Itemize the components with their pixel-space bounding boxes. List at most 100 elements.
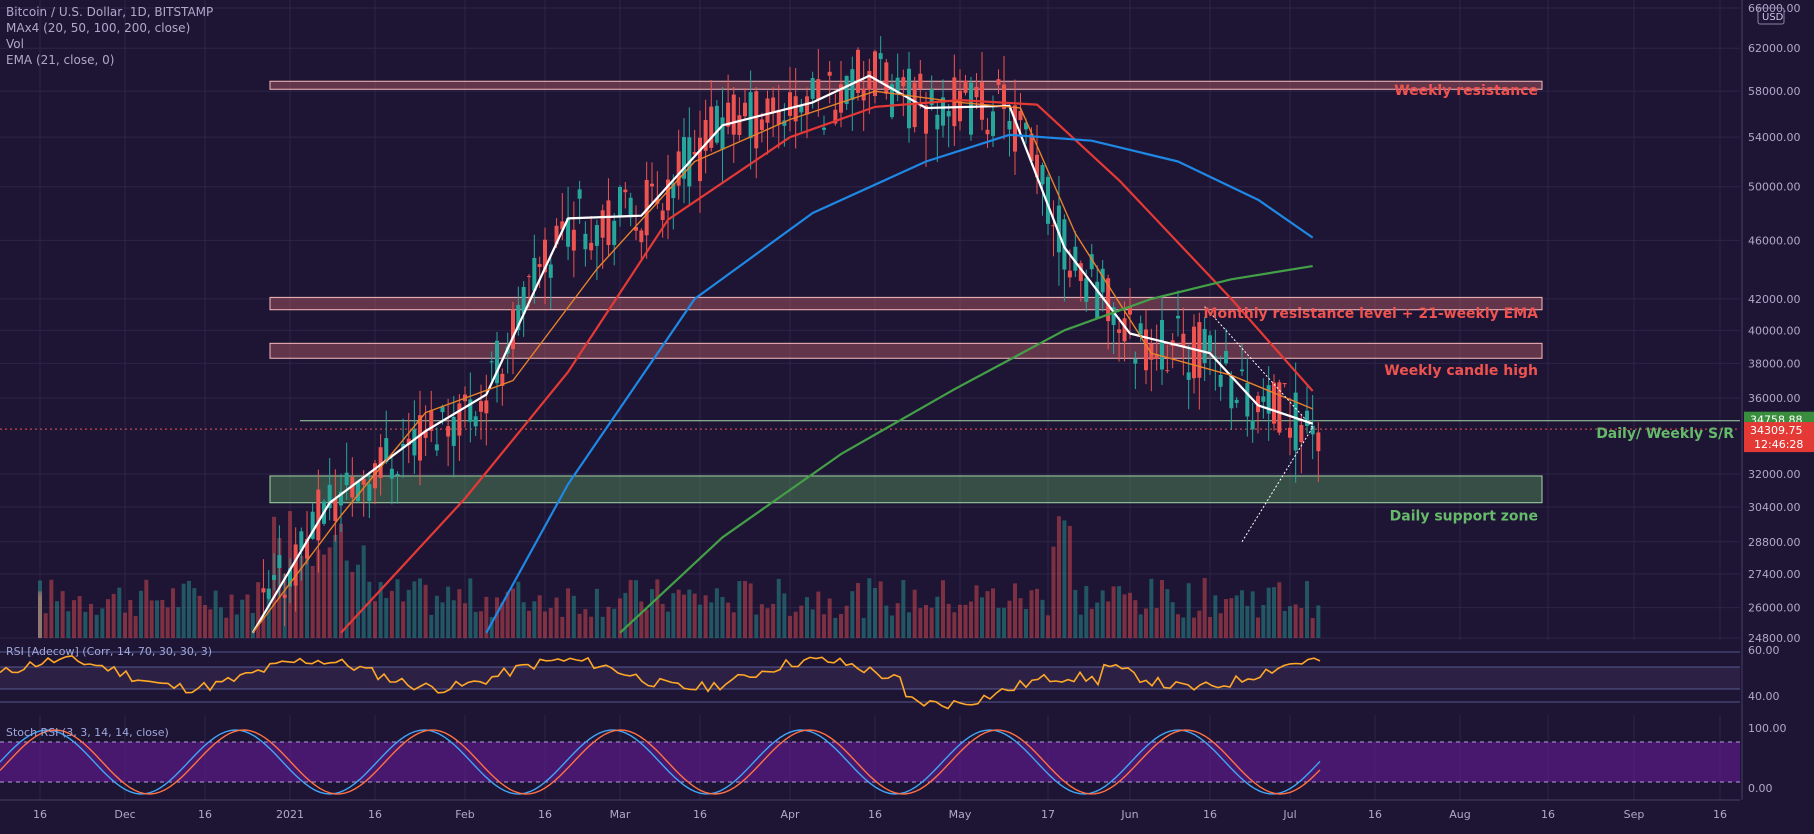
volume-bar: [511, 588, 515, 638]
candle-body: [924, 105, 928, 134]
volume-bar: [748, 583, 753, 638]
volume-bars: [38, 511, 1321, 638]
volume-bar: [55, 601, 59, 638]
candle-body: [1040, 165, 1045, 185]
volume-bar: [958, 604, 962, 638]
volume-bar: [935, 596, 940, 638]
candle-body: [1073, 246, 1078, 271]
candle-body: [1144, 329, 1148, 371]
volume-bar: [884, 605, 889, 638]
candle-body: [548, 264, 553, 278]
price-tick: 38000.00: [1748, 357, 1801, 370]
candle-body: [305, 538, 309, 559]
volume-bar: [1024, 609, 1028, 638]
candle-body: [941, 97, 945, 126]
volume-bar: [873, 587, 877, 638]
price-tick: 50000.00: [1748, 181, 1801, 194]
volume-bar: [240, 599, 245, 638]
volume-bar: [38, 594, 42, 638]
volume-bar: [660, 603, 665, 638]
candle-body: [350, 476, 355, 498]
candle-body: [822, 127, 826, 130]
label-weekly-resistance: Weekly resistance: [1394, 83, 1538, 99]
volume-bar: [996, 607, 1001, 638]
volume-bar: [123, 612, 127, 638]
candle-body: [1089, 254, 1094, 270]
candle-body: [594, 225, 599, 246]
volume-bar: [980, 597, 984, 638]
resistance-zone: [269, 342, 1543, 359]
volume-bar: [833, 617, 838, 638]
volume-bar: [566, 588, 571, 638]
candle-body: [589, 242, 594, 251]
volume-bar: [676, 589, 681, 638]
candle-body: [293, 544, 298, 586]
candle-body: [720, 117, 725, 150]
volume-bar: [720, 596, 725, 638]
volume-bar: [918, 608, 923, 638]
candle-body: [996, 79, 1001, 85]
candle-body: [378, 447, 383, 478]
price-tick: 36000.00: [1748, 392, 1801, 405]
volume-bar: [1261, 604, 1266, 638]
volume-bar: [941, 580, 945, 638]
candle-body: [1056, 205, 1061, 253]
volume-bar: [463, 603, 467, 638]
volume-bar: [743, 581, 747, 638]
label-daily-weekly-sr: Daily/ Weekly S/R: [1596, 426, 1734, 442]
resistance-zone: [269, 296, 1543, 311]
candle-body: [1229, 375, 1234, 409]
volume-bar: [895, 603, 900, 638]
label-weekly-candle-high: Weekly candle high: [1384, 363, 1538, 379]
volume-bar: [305, 556, 309, 638]
candle-body: [650, 183, 654, 187]
candle-body: [1218, 374, 1223, 387]
candle-body: [639, 230, 644, 243]
volume-bar: [479, 611, 483, 638]
volume-bar: [731, 612, 736, 638]
candle-body: [1186, 372, 1191, 380]
candle-body: [671, 183, 676, 199]
candle-body: [527, 276, 531, 278]
candle-body: [1007, 121, 1012, 130]
volume-bar: [946, 603, 951, 638]
volume-bar: [440, 602, 445, 638]
candle-body: [316, 489, 321, 541]
volume-bar: [457, 589, 462, 638]
volume-bar: [1051, 546, 1056, 638]
volume-bar: [844, 605, 849, 638]
candle-body: [532, 257, 537, 291]
time-tick: Jun: [1120, 808, 1138, 821]
candle-body: [367, 484, 372, 501]
volume-bar: [1176, 614, 1180, 638]
volume-bar: [924, 604, 928, 638]
volume-bar: [771, 603, 776, 638]
volume-bar: [144, 579, 149, 638]
candle-body: [1282, 383, 1287, 385]
volume-bar: [687, 589, 692, 638]
candle-body: [793, 96, 798, 122]
volume-bar: [985, 591, 990, 638]
stoch-tick: 0.00: [1748, 782, 1773, 795]
volume-bar: [1062, 520, 1067, 638]
candle-body: [583, 233, 588, 250]
volume-bar: [548, 607, 553, 638]
volume-bar: [1181, 617, 1186, 638]
volume-bar: [1073, 589, 1078, 638]
volume-bar: [726, 602, 731, 638]
stoch-label: Stoch RSI (3, 3, 14, 14, close): [6, 726, 169, 739]
candle-body: [373, 463, 377, 489]
volume-bar: [912, 589, 917, 638]
candle-body: [288, 568, 292, 587]
volume-bar: [805, 597, 809, 638]
volume-bar: [639, 601, 644, 638]
price-tick: 30400.00: [1748, 501, 1801, 514]
candle-body: [1029, 133, 1034, 162]
volume-bar: [1138, 614, 1143, 638]
volume-bar: [1272, 587, 1276, 638]
time-tick: Apr: [780, 808, 800, 821]
header-line: Vol: [6, 37, 24, 51]
volume-bar: [600, 616, 605, 638]
